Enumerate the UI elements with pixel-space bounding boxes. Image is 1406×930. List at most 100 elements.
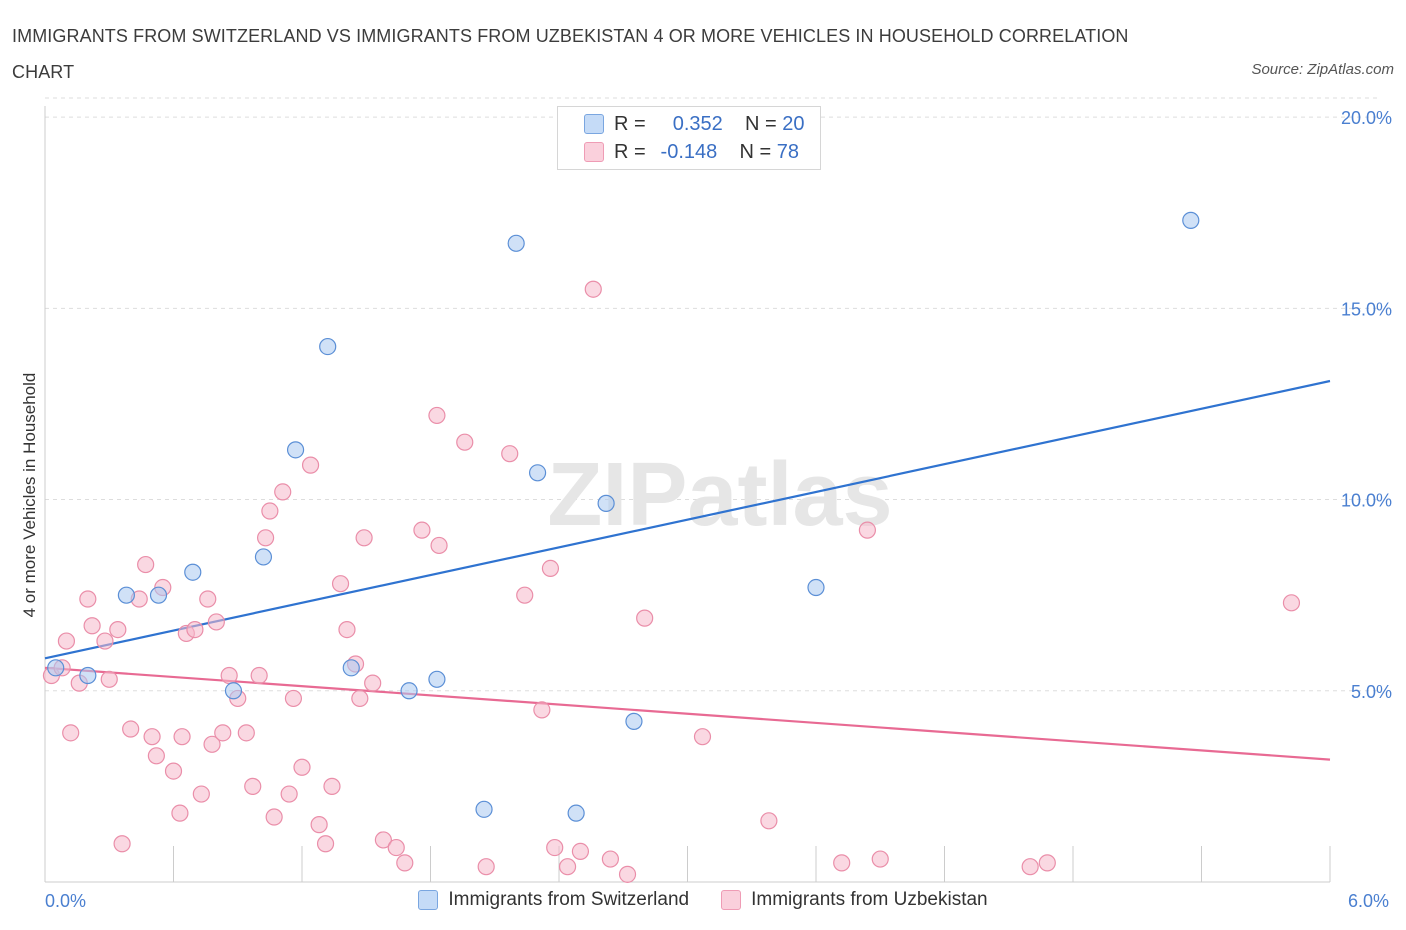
data-point: [261, 502, 279, 520]
legend-label-switzerland: Immigrants from Switzerland: [448, 889, 690, 910]
data-point: [567, 804, 585, 822]
data-point: [533, 701, 551, 719]
data-point: [338, 620, 356, 639]
data-point: [597, 494, 615, 512]
data-point: [149, 586, 168, 604]
data-point: [871, 850, 889, 868]
data-point: [280, 785, 298, 803]
data-point: [355, 529, 373, 547]
data-point: [342, 659, 360, 677]
data-point: [100, 670, 118, 688]
data-point: [323, 777, 341, 795]
legend-row-switzerland: R = 0.352 N = 20: [584, 111, 805, 137]
data-point: [117, 586, 135, 604]
data-point: [456, 433, 474, 451]
legend-n-label: N =: [745, 112, 777, 135]
stats-legend: R = 0.352 N = 20 R = -0.148 N = 78: [557, 106, 821, 170]
data-point: [541, 559, 560, 578]
data-point: [546, 838, 564, 857]
data-point: [220, 666, 238, 685]
x-tick-max: 6.0%: [1348, 891, 1390, 911]
data-point: [265, 808, 283, 826]
data-point: [1282, 594, 1301, 612]
data-point: [122, 720, 140, 738]
data-point: [833, 854, 851, 872]
trend-line-uzbekistan: [44, 666, 1331, 761]
data-point: [250, 666, 268, 685]
data-point: [244, 777, 262, 795]
legend-n-label: N =: [739, 140, 772, 163]
series-legend: Immigrants from Switzerland Immigrants f…: [0, 889, 1406, 911]
legend-swatch-uzbekistan: [584, 142, 604, 162]
data-point: [516, 586, 534, 604]
data-point: [203, 735, 221, 753]
data-point: [374, 831, 392, 849]
data-point: [1021, 858, 1039, 876]
data-point: [387, 838, 405, 857]
data-point: [858, 521, 877, 539]
data-point: [79, 590, 97, 608]
data-point: [301, 456, 320, 474]
legend-n-value: 78: [776, 140, 799, 163]
trend-line-switzerland: [44, 379, 1331, 660]
data-point: [364, 674, 382, 692]
data-point: [428, 406, 446, 425]
legend-r-label: R =: [614, 140, 646, 163]
data-point: [507, 234, 525, 252]
legend-swatch-switzerland: [584, 114, 604, 134]
data-point: [316, 835, 335, 853]
legend-row-uzbekistan: R = -0.148 N = 78: [584, 139, 799, 165]
legend-item-uzbekistan: Immigrants from Uzbekistan: [721, 889, 988, 911]
data-point: [47, 659, 65, 677]
data-point: [1038, 854, 1056, 872]
legend-swatch-uzbekistan: [721, 890, 742, 910]
data-point: [430, 536, 448, 555]
y-tick-label: 15.0%: [1341, 299, 1392, 319]
data-point: [331, 575, 350, 593]
data-point: [254, 548, 273, 566]
y-tick-label: 10.0%: [1341, 491, 1392, 511]
x-tick-min: 0.0%: [45, 891, 87, 911]
data-point: [199, 590, 217, 608]
data-point: [693, 728, 712, 746]
legend-label-uzbekistan: Immigrants from Uzbekistan: [751, 889, 988, 910]
data-point: [96, 632, 114, 650]
data-point: [143, 728, 161, 746]
data-point: [293, 758, 311, 776]
legend-item-switzerland: Immigrants from Switzerland: [418, 889, 689, 911]
data-point: [164, 762, 183, 780]
data-point: [571, 842, 590, 861]
data-point: [584, 280, 602, 298]
y-tick-label: 20.0%: [1341, 108, 1392, 128]
data-point: [310, 816, 328, 834]
data-point: [286, 441, 305, 459]
chart-title: IMMIGRANTS FROM SWITZERLAND VS IMMIGRANT…: [12, 26, 1129, 82]
watermark: ZIPatlas: [547, 445, 892, 545]
axes: [44, 106, 1331, 883]
data-point: [807, 578, 825, 597]
data-points: [42, 211, 1301, 883]
data-point: [192, 785, 210, 803]
data-point: [274, 483, 292, 501]
legend-r-value: -0.148: [660, 140, 718, 163]
data-point: [109, 620, 127, 639]
data-point: [413, 521, 431, 539]
source-label: Source: ZipAtlas.com: [1251, 61, 1394, 78]
data-point: [601, 850, 620, 868]
data-point: [137, 555, 155, 574]
y-tick-label: 5.0%: [1351, 682, 1392, 702]
data-point: [319, 337, 337, 356]
data-point: [83, 617, 101, 635]
legend-n-value: 20: [782, 112, 805, 135]
legend-r-label: R =: [614, 112, 646, 135]
data-point: [224, 682, 243, 700]
data-point: [184, 563, 202, 581]
data-point: [284, 689, 303, 708]
y-tick-labels: 5.0% 10.0% 15.0% 20.0%: [1341, 108, 1392, 702]
data-point: [62, 724, 80, 742]
data-point: [79, 666, 97, 685]
data-point: [214, 724, 232, 742]
data-point: [475, 800, 493, 818]
data-point: [396, 854, 414, 872]
legend-r-value: 0.352: [672, 112, 723, 135]
